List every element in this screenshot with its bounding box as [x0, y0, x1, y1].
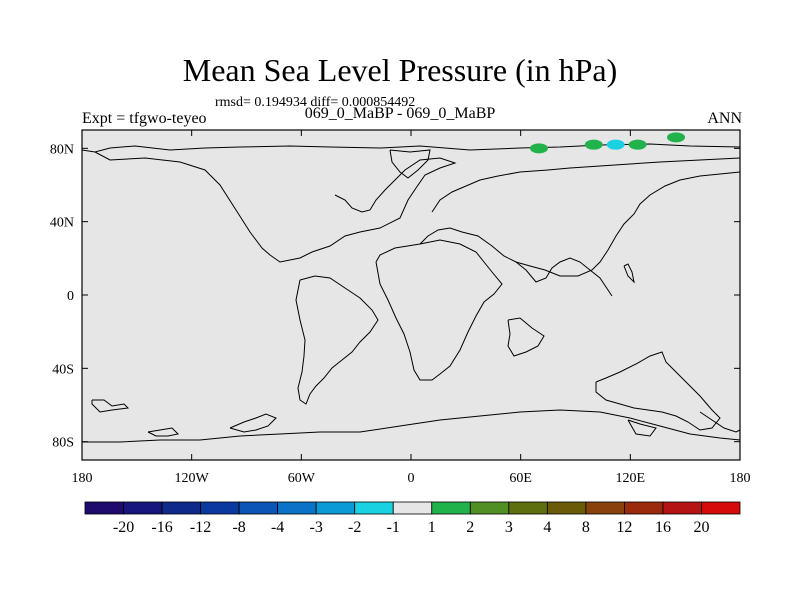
x-tick-label: 60W	[288, 471, 316, 486]
x-axis-ticks: 180 120W 60W 0 60E 120E 180	[72, 130, 751, 486]
colorbar-swatch-7	[354, 501, 394, 515]
colorbar-label: -4	[271, 519, 284, 536]
map-background	[82, 130, 740, 460]
colorbar-label: 2	[466, 519, 474, 536]
colorbar-swatch-11	[508, 501, 548, 515]
y-tick-label: 0	[67, 289, 74, 304]
colorbar: -20 -16 -12 -8 -4 -3 -2 -1 1 2 3 4 8 12 16 20	[84, 501, 741, 536]
colorbar-swatch-15	[662, 501, 702, 515]
y-tick-label: 80S	[52, 436, 74, 451]
colorbar-swatch-16	[701, 501, 741, 515]
colorbar-swatch-9	[431, 501, 471, 515]
x-tick-label: 180	[730, 471, 751, 486]
colorbar-label: 1	[428, 519, 436, 536]
colorbar-label: 20	[693, 519, 709, 536]
colorbar-label: 8	[582, 519, 590, 536]
anomaly-patch-3	[628, 139, 647, 150]
case-label: 069_0_MaBP - 069_0_MaBP	[304, 105, 496, 122]
y-axis-ticks: 80N 40N 0 40S 80S	[50, 142, 740, 451]
colorbar-swatch-1	[123, 501, 163, 515]
x-tick-label: 120W	[175, 471, 210, 486]
stats-label: rmsd= 0.194934 diff= 0.000854492	[215, 95, 416, 110]
anomaly-patch-2	[606, 139, 625, 150]
x-tick-label: 60E	[509, 471, 532, 486]
colorbar-swatch-12	[546, 501, 587, 515]
coastlines	[81, 143, 741, 443]
anomaly-patch-0	[529, 143, 548, 154]
colorbar-label: -2	[348, 519, 361, 536]
y-tick-label: 40S	[52, 362, 74, 377]
anomaly-patch-1	[584, 139, 603, 150]
colorbar-label: -20	[113, 519, 134, 536]
colorbar-swatch-4	[238, 501, 279, 515]
colorbar-label: 16	[655, 519, 671, 536]
y-tick-label: 40N	[50, 216, 74, 231]
colorbar-swatch-14	[624, 501, 664, 515]
colorbar-swatch-10	[469, 501, 510, 515]
colorbar-swatch-0	[84, 501, 124, 515]
colorbar-label: -8	[232, 519, 245, 536]
anomaly-layer	[529, 132, 686, 154]
colorbar-swatch-8	[392, 501, 433, 515]
colorbar-label: 12	[616, 519, 632, 536]
x-tick-label: 120E	[616, 471, 646, 486]
colorbar-swatch-2	[161, 501, 201, 515]
colorbar-label: 3	[505, 519, 513, 536]
colorbar-swatch-5	[277, 501, 317, 515]
experiment-label: Expt = tfgwo-teyeo	[82, 110, 207, 127]
season-label: ANN	[707, 110, 742, 127]
colorbar-swatch-13	[585, 501, 625, 515]
colorbar-label: -3	[310, 519, 323, 536]
colorbar-swatch-3	[200, 501, 240, 515]
y-tick-label: 80N	[50, 142, 74, 157]
chart-title: Mean Sea Level Pressure (in hPa)	[182, 52, 618, 88]
colorbar-label: -1	[387, 519, 400, 536]
anomaly-patch-4	[667, 132, 686, 143]
colorbar-label: -16	[151, 519, 172, 536]
x-tick-label: 180	[72, 471, 93, 486]
colorbar-label: -12	[190, 519, 211, 536]
x-tick-label: 0	[408, 471, 415, 486]
colorbar-swatch-6	[315, 501, 356, 515]
colorbar-label: 4	[543, 519, 551, 536]
